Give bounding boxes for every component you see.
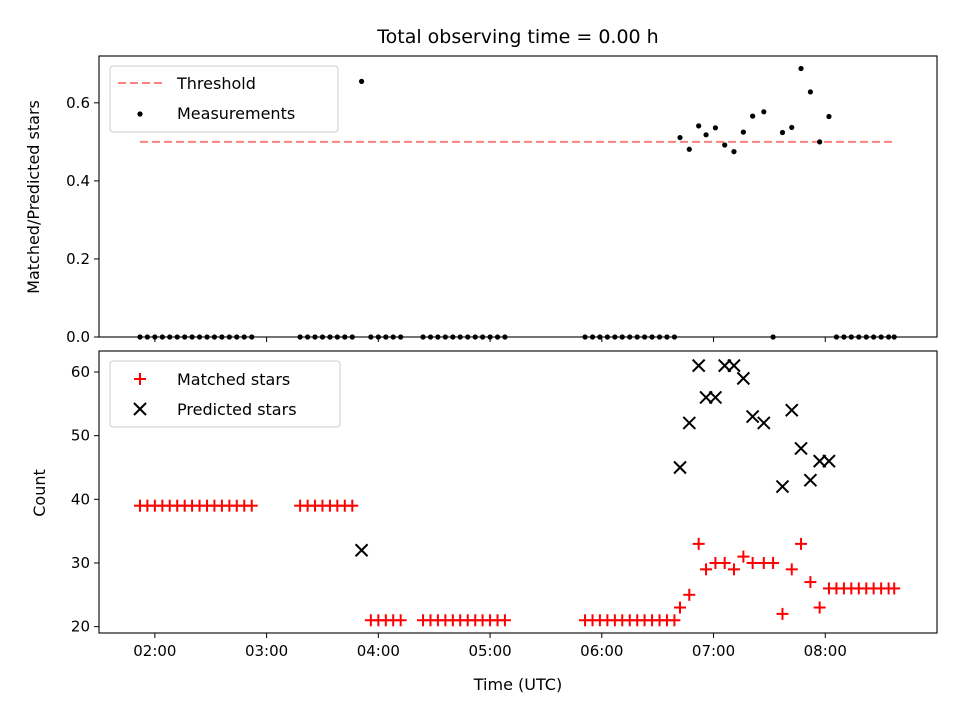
ratio-legend-box <box>109 65 339 133</box>
y-tick-label: 30 <box>71 554 90 572</box>
y-tick-label: 0.2 <box>66 250 90 268</box>
ratio-axes-frame <box>98 55 938 338</box>
x-tick-label: 08:00 <box>804 642 847 660</box>
measurement-point <box>798 65 804 72</box>
predicted-stars-point <box>757 416 771 430</box>
measurement-point <box>789 124 795 131</box>
predicted-stars-point <box>775 479 790 494</box>
matched-stars-point <box>804 576 817 589</box>
matched-stars-point <box>245 499 258 512</box>
ratio-y-axis: 0.0 0.2 0.4 0.6 <box>66 94 99 346</box>
measurement-point <box>740 129 746 135</box>
ratio-x-axis <box>154 337 826 342</box>
matched-stars-point <box>795 537 808 550</box>
y-tick-label: 0.4 <box>66 172 90 190</box>
predicted-stars-point <box>708 390 723 405</box>
x-tick-label: 06:00 <box>580 642 623 660</box>
count-y-axis: 20 30 40 50 60 <box>71 363 99 636</box>
ratio-y-axis-label: Matched/Predicted stars <box>24 100 43 294</box>
matched-stars-point <box>674 601 687 614</box>
matched-stars-point <box>813 601 826 614</box>
measurement-point <box>750 113 756 119</box>
count-legend-box <box>109 360 341 428</box>
matched-stars-point <box>785 563 798 576</box>
matched-stars-point <box>746 556 759 569</box>
ratio-legend: Threshold Measurements <box>109 65 339 133</box>
predicted-stars-legend-label: Predicted stars <box>177 400 297 419</box>
measurement-point <box>686 146 692 152</box>
y-tick-label: 0.6 <box>66 94 90 112</box>
measurement-point <box>696 123 702 129</box>
matched-stars-point <box>737 550 750 563</box>
measurement-point <box>779 129 786 136</box>
matched-stars-point <box>767 556 780 569</box>
matched-stars-point <box>498 614 511 627</box>
y-tick-label: 20 <box>71 618 90 636</box>
matched-stars-point <box>700 563 713 576</box>
matched-stars-legend-swatch <box>134 373 146 385</box>
predicted-stars-point <box>794 441 808 456</box>
measurement-point <box>807 89 814 95</box>
x-tick-label: 04:00 <box>357 642 400 660</box>
count-x-axis: 02:00 03:00 04:00 05:00 06:00 07:00 08:00 <box>133 633 847 660</box>
predicted-stars-point <box>691 358 706 373</box>
matched-stars-legend-label: Matched stars <box>177 370 290 389</box>
predicted-stars-point <box>673 460 687 475</box>
measurements-legend-swatch <box>137 111 143 117</box>
count-legend: Matched stars Predicted stars <box>109 360 341 428</box>
measurement-point <box>712 125 719 131</box>
measurement-point <box>722 142 728 148</box>
predicted-stars-point <box>785 403 799 417</box>
predicted-stars-point <box>745 409 760 424</box>
y-tick-label: 0.0 <box>66 328 90 346</box>
predicted-stars-point <box>682 416 696 430</box>
matched-stars-point <box>727 563 740 576</box>
count-panel: 20 30 40 50 60 02:00 03:00 04:00 05:00 06:00 07:0… <box>30 350 938 694</box>
matched-stars-point <box>718 556 731 569</box>
ratio-panel: 0.0 0.2 0.4 0.6 Matched/Predicted stars Thr… <box>24 55 938 346</box>
matched-stars-point <box>888 582 901 595</box>
y-tick-label: 40 <box>71 490 90 508</box>
matched-stars-point <box>776 607 789 620</box>
predicted-stars-point <box>727 358 741 373</box>
measurements-legend-label: Measurements <box>177 104 295 123</box>
y-tick-label: 50 <box>71 427 90 445</box>
measurement-point <box>677 134 683 141</box>
x-tick-label: 03:00 <box>245 642 288 660</box>
measurement-point <box>703 132 709 138</box>
measurement-point <box>817 139 823 145</box>
measurement-point <box>826 113 832 120</box>
count-axes-frame <box>98 350 938 634</box>
predicted-stars-point <box>803 473 818 487</box>
measurement-point <box>731 149 737 155</box>
predicted-stars-point <box>354 543 369 557</box>
threshold-legend-label: Threshold <box>176 74 256 93</box>
count-plot-area <box>134 358 901 627</box>
y-tick-label: 60 <box>71 363 90 381</box>
chart-title: Total observing time = 0.00 h <box>376 26 658 48</box>
matched-stars-point <box>394 614 407 627</box>
x-tick-label: 07:00 <box>692 642 735 660</box>
matched-stars-point <box>346 499 359 512</box>
x-axis-label: Time (UTC) <box>473 675 562 694</box>
matched-stars-point <box>692 537 705 550</box>
x-tick-label: 05:00 <box>468 642 511 660</box>
predicted-stars-point <box>822 454 836 468</box>
measurement-point <box>358 78 365 84</box>
count-y-axis-label: Count <box>30 469 49 517</box>
predicted-stars-legend-swatch <box>133 402 147 416</box>
x-tick-label: 02:00 <box>133 642 176 660</box>
matched-stars-point <box>668 614 681 627</box>
matched-stars-point <box>683 588 696 601</box>
measurement-point <box>761 109 767 115</box>
predicted-stars-point <box>736 371 751 386</box>
